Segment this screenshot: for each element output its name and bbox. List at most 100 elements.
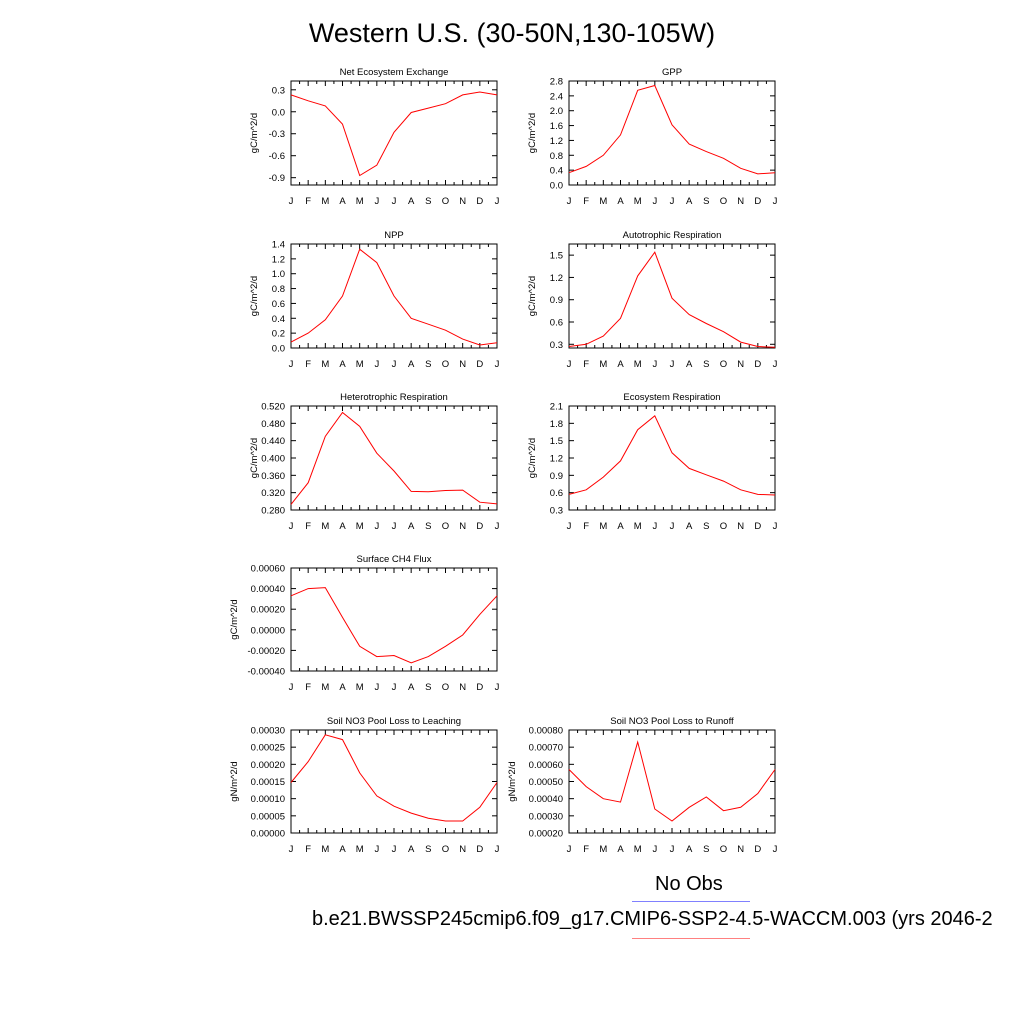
x-tick-label: D bbox=[476, 521, 483, 532]
plot-frame bbox=[568, 729, 776, 834]
x-tick-label: J bbox=[392, 521, 397, 532]
y-tick-label: 2.8 bbox=[550, 77, 563, 88]
x-tick-label: S bbox=[703, 359, 709, 370]
y-axis-label: gC/m^2/d bbox=[527, 113, 538, 153]
y-axis-label: gN/m^2/d bbox=[507, 761, 518, 801]
x-tick-label: J bbox=[773, 844, 778, 855]
x-tick-label: J bbox=[567, 844, 572, 855]
y-tick-label: 1.2 bbox=[550, 454, 563, 465]
y-tick-label: 0.00025 bbox=[251, 743, 285, 754]
x-tick-label: A bbox=[339, 682, 346, 693]
x-tick-label: J bbox=[670, 844, 675, 855]
x-tick-label: F bbox=[305, 359, 311, 370]
panel-title: Ecosystem Respiration bbox=[623, 392, 720, 403]
y-tick-label: 0.00020 bbox=[529, 829, 563, 840]
y-tick-label: 1.2 bbox=[272, 254, 285, 265]
x-tick-label: S bbox=[425, 682, 431, 693]
x-tick-label: S bbox=[703, 844, 709, 855]
legend-obs-line bbox=[632, 901, 750, 902]
y-tick-label: 0.0 bbox=[272, 344, 285, 355]
y-tick-label: 1.6 bbox=[550, 121, 563, 132]
x-tick-label: D bbox=[476, 682, 483, 693]
y-axis-label: gC/m^2/d bbox=[229, 599, 240, 639]
x-tick-label: M bbox=[356, 844, 364, 855]
x-tick-label: J bbox=[495, 359, 500, 370]
series-line-1 bbox=[568, 251, 776, 348]
y-tick-label: 0.480 bbox=[261, 419, 285, 430]
x-tick-label: M bbox=[634, 196, 642, 207]
x-tick-label: F bbox=[305, 521, 311, 532]
x-tick-label: J bbox=[670, 196, 675, 207]
plot-frame bbox=[568, 405, 776, 511]
x-tick-label: M bbox=[599, 196, 607, 207]
x-tick-label: J bbox=[670, 521, 675, 532]
y-tick-label: 0.0 bbox=[272, 107, 285, 118]
y-tick-label: 0.320 bbox=[261, 488, 285, 499]
x-tick-label: J bbox=[773, 359, 778, 370]
y-tick-label: 0.8 bbox=[272, 284, 285, 295]
x-tick-label: A bbox=[617, 844, 624, 855]
x-tick-label: A bbox=[339, 196, 346, 207]
y-tick-label: 0.4 bbox=[272, 314, 285, 325]
x-tick-label: N bbox=[459, 359, 466, 370]
y-tick-label: 0.280 bbox=[261, 506, 285, 517]
y-tick-label: 0.9 bbox=[550, 471, 563, 482]
y-tick-label: 0.3 bbox=[272, 85, 285, 96]
x-tick-label: M bbox=[634, 359, 642, 370]
y-tick-label: 0.6 bbox=[550, 318, 563, 329]
x-tick-label: O bbox=[442, 682, 449, 693]
x-tick-label: M bbox=[599, 521, 607, 532]
x-tick-label: F bbox=[305, 196, 311, 207]
series-line-1 bbox=[568, 84, 776, 175]
x-tick-label: M bbox=[599, 359, 607, 370]
y-tick-label: 1.5 bbox=[550, 251, 563, 262]
x-tick-label: A bbox=[686, 359, 693, 370]
x-tick-label: J bbox=[392, 682, 397, 693]
y-tick-label: 0.00060 bbox=[529, 760, 563, 771]
y-axis-label: gN/m^2/d bbox=[229, 761, 240, 801]
x-tick-label: S bbox=[425, 196, 431, 207]
x-tick-label: J bbox=[652, 521, 657, 532]
y-axis-label: gC/m^2/d bbox=[249, 113, 260, 153]
y-axis-label: gC/m^2/d bbox=[249, 438, 260, 478]
series-line-1 bbox=[290, 587, 498, 664]
x-tick-label: O bbox=[720, 359, 727, 370]
x-tick-label: J bbox=[652, 196, 657, 207]
x-tick-label: A bbox=[408, 844, 415, 855]
x-tick-label: S bbox=[425, 521, 431, 532]
panel-title: Autotrophic Respiration bbox=[623, 230, 722, 241]
x-tick-label: J bbox=[567, 521, 572, 532]
x-tick-label: S bbox=[425, 844, 431, 855]
y-tick-label: 0.520 bbox=[261, 402, 285, 413]
x-tick-label: D bbox=[754, 521, 761, 532]
x-tick-label: M bbox=[599, 844, 607, 855]
y-tick-label: 1.0 bbox=[272, 269, 285, 280]
y-tick-label: 0.00000 bbox=[251, 829, 285, 840]
x-tick-label: J bbox=[567, 196, 572, 207]
y-tick-label: 0.00040 bbox=[251, 584, 285, 595]
y-tick-label: 0.00080 bbox=[529, 726, 563, 737]
y-tick-label: 0.00060 bbox=[251, 564, 285, 575]
y-tick-label: 0.6 bbox=[272, 299, 285, 310]
x-tick-label: M bbox=[356, 359, 364, 370]
x-tick-label: A bbox=[686, 196, 693, 207]
x-tick-label: D bbox=[754, 359, 761, 370]
x-tick-label: O bbox=[720, 196, 727, 207]
y-tick-label: 0.00000 bbox=[251, 625, 285, 636]
y-tick-label: 2.0 bbox=[550, 106, 563, 117]
y-tick-label: 0.9 bbox=[550, 295, 563, 306]
y-tick-label: 0.3 bbox=[550, 340, 563, 351]
series-line-1 bbox=[290, 411, 498, 505]
legend-model-label: b.e21.BWSSP245cmip6.f09_g17.CMIP6-SSP2-4… bbox=[312, 908, 993, 930]
y-tick-label: 0.00015 bbox=[251, 777, 285, 788]
x-tick-label: F bbox=[583, 844, 589, 855]
y-tick-label: 0.4 bbox=[550, 166, 563, 177]
x-tick-label: N bbox=[459, 196, 466, 207]
